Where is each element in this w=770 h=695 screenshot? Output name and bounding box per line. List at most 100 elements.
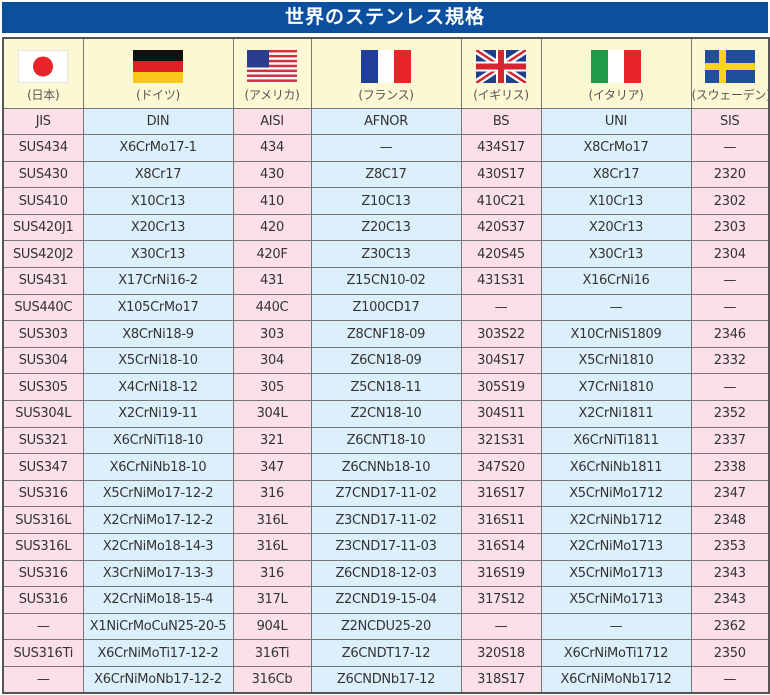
country-label: (ドイツ) xyxy=(136,87,180,102)
table-cell: 316L xyxy=(232,533,312,561)
table-cell: Z8C17 xyxy=(310,160,462,189)
table-cell: — xyxy=(460,612,542,641)
table-cell: 303S22 xyxy=(460,320,542,348)
table-cell: X2CrNi1811 xyxy=(540,400,692,428)
table-cell: X6CrNiMoNb17-12-2 xyxy=(82,665,234,694)
table-cell: Z6CNDT17-12 xyxy=(310,639,462,667)
table-cell: 305 xyxy=(232,373,312,402)
table-row: SUS321 X6CrNiTi18-10 321 Z6CNT18-10 321S31 X6… xyxy=(2,426,770,455)
table-cell: 321 xyxy=(232,426,312,455)
table-cell: X2CrNiMo1713 xyxy=(540,533,692,561)
table-cell: Z10C13 xyxy=(310,187,462,215)
table-row: SUS316 X3CrNiMo17-13-3 316 Z6CND18-12-03 316… xyxy=(2,559,770,588)
table-cell: 2302 xyxy=(690,187,770,215)
table-cell: X16CrNi16 xyxy=(540,267,692,295)
table-cell: X8CrNi18-9 xyxy=(82,320,234,348)
table-cell: SUS430 xyxy=(2,160,84,189)
table-cell: Z5CN18-11 xyxy=(310,373,462,402)
table-cell: 321S31 xyxy=(460,426,542,455)
table-cell: X2CrNiMo18-14-3 xyxy=(82,533,234,561)
table-row: — X1NiCrMoCuN25-20-5 904L Z2NCDU25-20— —2362 xyxy=(2,612,770,641)
usa-flag xyxy=(247,49,297,83)
table-cell: X6CrNiTi18-10 xyxy=(82,426,234,455)
country-label: (日本) xyxy=(27,87,60,102)
country-cell: (イタリア) xyxy=(540,37,692,109)
table-cell: 430S17 xyxy=(460,160,542,189)
table-cell: X17CrNi16-2 xyxy=(82,267,234,295)
table-cell: 303 xyxy=(232,320,312,348)
table-cell: 316S11 xyxy=(460,506,542,534)
table-cell: 2304 xyxy=(690,240,770,269)
table-cell: X10Cr13 xyxy=(540,187,692,215)
germany-flag xyxy=(133,49,183,83)
table-cell: 2346 xyxy=(690,320,770,348)
table-cell: Z6CNDNb17-12 xyxy=(310,665,462,694)
country-cell: (ドイツ) xyxy=(82,37,234,109)
table-cell: 305S19 xyxy=(460,373,542,402)
table-row: SUS304L X2CrNi19-11 304L Z2CN18-10 304S11 X2C… xyxy=(2,400,770,428)
column-header: JIS xyxy=(2,107,84,136)
table-row: SUS420J2 X30Cr13 420F Z30C13 420S45 X30Cr13 23… xyxy=(2,240,770,269)
country-cell: (スウェーデン) xyxy=(690,37,770,109)
table-row: SUS440C X105CrMo17 440C Z100CD17— — — xyxy=(2,293,770,322)
table-cell: SUS316L xyxy=(2,533,84,561)
table-cell: Z3CND17-11-03 xyxy=(310,533,462,561)
table-cell: X6CrNiTi1811 xyxy=(540,426,692,455)
table-cell: Z2CN18-10 xyxy=(310,400,462,428)
table-cell: Z6CND18-12-03 xyxy=(310,559,462,588)
table-cell: 2343 xyxy=(690,586,770,614)
table-cell: 318S17 xyxy=(460,665,542,694)
table-cell: — xyxy=(690,267,770,295)
table-cell: X5CrNi1810 xyxy=(540,346,692,375)
flag-row: (日本) (ドイツ) (アメリカ) (フランス) (イギリス) (イタリア) (スウェーデン… xyxy=(2,37,770,109)
country-label: (フランス) xyxy=(358,87,414,102)
column-header: AISI xyxy=(232,107,312,136)
table-cell: 440C xyxy=(232,293,312,322)
table-cell: 317S12 xyxy=(460,586,542,614)
table-row: SUS316L X2CrNiMo18-14-3 316L Z3CND17-11-03 3… xyxy=(2,533,770,561)
table-cell: 316S14 xyxy=(460,533,542,561)
table-cell: X105CrMo17 xyxy=(82,293,234,322)
table-row: SUS431 X17CrNi16-2 431 Z15CN10-02 431S31 X16C… xyxy=(2,267,770,295)
table-cell: SUS410 xyxy=(2,187,84,215)
table-cell: — xyxy=(540,612,692,641)
table-cell: X2CrNiNb1712 xyxy=(540,506,692,534)
table-row: SUS410 X10Cr13 410 Z10C13 410C21 X10Cr13 2302 xyxy=(2,187,770,215)
table-cell: — xyxy=(460,293,542,322)
table-cell: 2343 xyxy=(690,559,770,588)
table-cell: 431 xyxy=(232,267,312,295)
table-cell: X2CrNiMo18-15-4 xyxy=(82,586,234,614)
table-cell: X30Cr13 xyxy=(540,240,692,269)
table-cell: X5CrNiMo1712 xyxy=(540,479,692,508)
table-cell: SUS347 xyxy=(2,453,84,481)
table-cell: — xyxy=(540,293,692,322)
table-cell: X8Cr17 xyxy=(82,160,234,189)
table-cell: 316Cb xyxy=(232,665,312,694)
table-cell: 2332 xyxy=(690,346,770,375)
table-cell: Z6CN18-09 xyxy=(310,346,462,375)
table-cell: X20Cr13 xyxy=(82,213,234,242)
france-flag xyxy=(361,49,411,83)
table-row: SUS434 X6CrMo17-1 434—434S17 X8CrMo17— xyxy=(2,134,770,162)
table-cell: Z2NCDU25-20 xyxy=(310,612,462,641)
table-cell: SUS304 xyxy=(2,346,84,375)
table-cell: X7CrNi1810 xyxy=(540,373,692,402)
table-cell: 2353 xyxy=(690,533,770,561)
table-cell: X5CrNiMo1713 xyxy=(540,559,692,588)
table-cell: — xyxy=(690,665,770,694)
table-cell: 347 xyxy=(232,453,312,481)
table-cell: X6CrNiMoTi17-12-2 xyxy=(82,639,234,667)
table-cell: Z20C13 xyxy=(310,213,462,242)
table-cell: 304L xyxy=(232,400,312,428)
table-cell: 410C21 xyxy=(460,187,542,215)
table-cell: 410 xyxy=(232,187,312,215)
country-cell: (フランス) xyxy=(310,37,462,109)
table-cell: SUS321 xyxy=(2,426,84,455)
country-cell: (アメリカ) xyxy=(232,37,312,109)
table-cell: X2CrNi19-11 xyxy=(82,400,234,428)
table-cell: Z7CND17-11-02 xyxy=(310,479,462,508)
table-cell: 904L xyxy=(232,612,312,641)
table-cell: 316S19 xyxy=(460,559,542,588)
table-cell: SUS304L xyxy=(2,400,84,428)
sweden-flag xyxy=(704,49,755,83)
